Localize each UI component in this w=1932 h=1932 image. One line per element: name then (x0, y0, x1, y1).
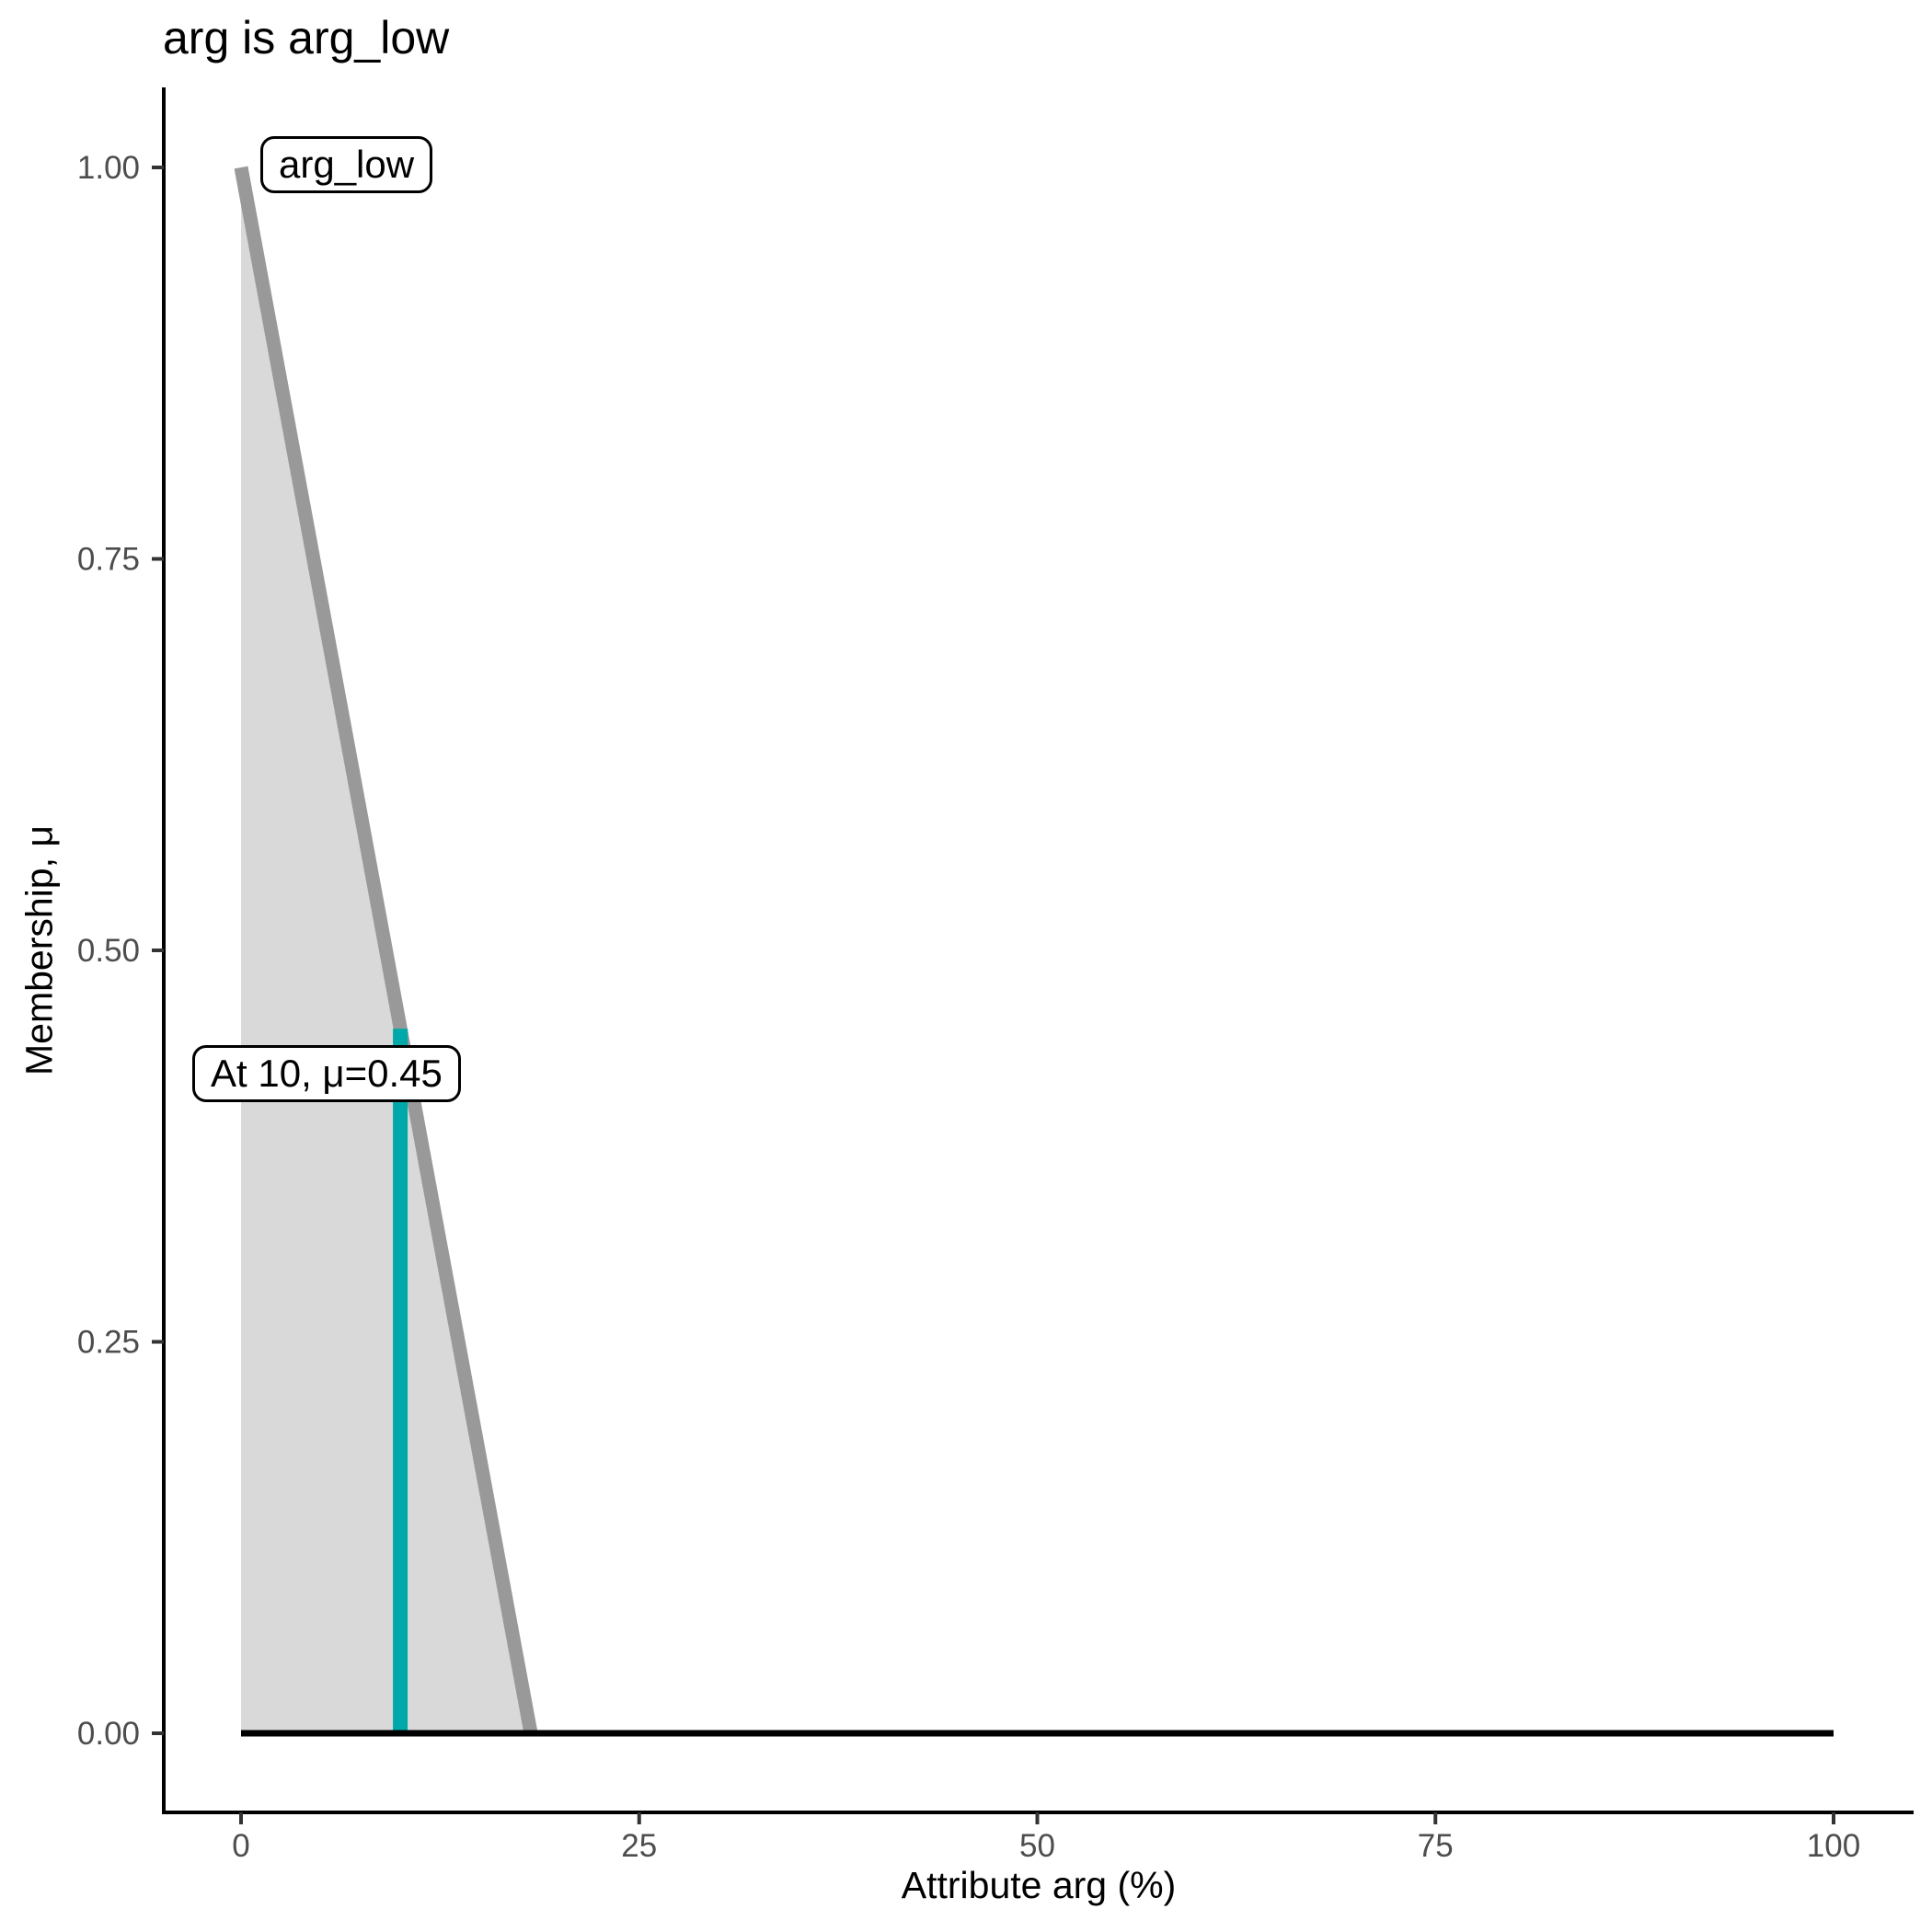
marker-label-box: At 10, μ=0.45 (192, 1045, 461, 1103)
y-axis-title: Membership, μ (17, 825, 61, 1075)
x-tick-label: 100 (1807, 1828, 1860, 1864)
chart-title: arg is arg_low (163, 12, 450, 63)
y-tick-label: 1.00 (77, 150, 140, 186)
y-tick-label: 0.00 (77, 1716, 140, 1752)
membership-line (234, 166, 538, 1735)
x-axis-title: Attribute arg (%) (901, 1864, 1177, 1906)
y-tick-label: 0.50 (77, 933, 140, 969)
y-tick-label: 0.25 (77, 1325, 140, 1361)
y-tick-label: 0.75 (77, 542, 140, 578)
x-tick-label: 50 (1019, 1828, 1055, 1864)
x-tick-label: 0 (232, 1828, 249, 1864)
x-tick-label: 75 (1418, 1828, 1454, 1864)
x-tick-label: 25 (621, 1828, 657, 1864)
set-label-box: arg_low (260, 136, 433, 194)
membership-area (241, 167, 1834, 1733)
